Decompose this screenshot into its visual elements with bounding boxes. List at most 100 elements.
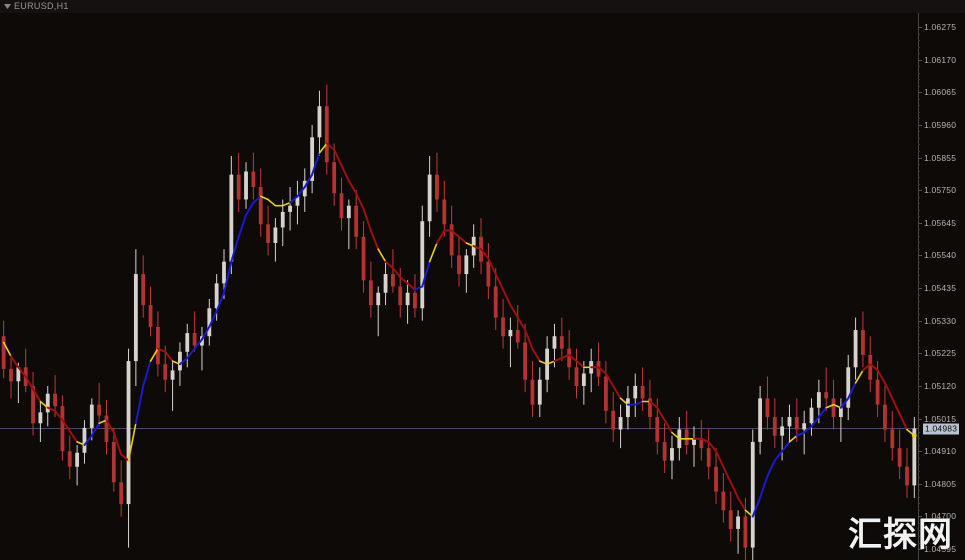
price-tick bbox=[918, 516, 922, 518]
price-tick bbox=[918, 549, 922, 551]
price-minor-tick bbox=[918, 268, 920, 270]
price-tick-label: 1.04700 bbox=[924, 511, 957, 522]
price-minor-tick bbox=[918, 366, 920, 368]
price-minor-tick bbox=[918, 53, 920, 55]
price-minor-tick bbox=[918, 464, 920, 466]
price-minor-tick bbox=[918, 40, 920, 42]
price-minor-tick bbox=[918, 248, 920, 250]
price-minor-tick bbox=[918, 405, 920, 407]
price-minor-tick bbox=[918, 170, 920, 172]
price-tick bbox=[918, 483, 922, 485]
price-tick-label: 1.06170 bbox=[924, 54, 957, 65]
price-tick-label: 1.06275 bbox=[924, 21, 957, 32]
price-minor-tick bbox=[918, 412, 920, 414]
price-minor-tick bbox=[918, 229, 920, 231]
price-minor-tick bbox=[918, 66, 920, 68]
price-minor-tick bbox=[918, 509, 920, 511]
price-minor-tick bbox=[918, 346, 920, 348]
price-tick-label: 1.04595 bbox=[924, 544, 957, 555]
price-minor-tick bbox=[918, 144, 920, 146]
price-minor-tick bbox=[918, 46, 920, 48]
price-minor-tick bbox=[918, 457, 920, 459]
price-tick-label: 1.05120 bbox=[924, 380, 957, 391]
price-minor-tick bbox=[918, 118, 920, 120]
price-tick bbox=[918, 26, 922, 28]
price-tick bbox=[918, 353, 922, 355]
price-tick-label: 1.05225 bbox=[924, 348, 957, 359]
price-minor-tick bbox=[918, 529, 920, 531]
price-minor-tick bbox=[918, 340, 920, 342]
price-tick-label: 1.05330 bbox=[924, 315, 957, 326]
price-tick-label: 1.05855 bbox=[924, 152, 957, 163]
price-scale-axis[interactable]: 1.06275 1.06170 1.06065 1.05960 1.05855 1.057… bbox=[918, 0, 965, 560]
price-tick bbox=[918, 385, 922, 387]
price-minor-tick bbox=[918, 477, 920, 479]
chart-title-bar: EURUSD,H1 bbox=[0, 0, 965, 13]
price-minor-tick bbox=[918, 327, 920, 329]
price-tick-label: 1.04805 bbox=[924, 478, 957, 489]
price-tick-label: 1.05750 bbox=[924, 185, 957, 196]
price-minor-tick bbox=[918, 314, 920, 316]
price-minor-tick bbox=[918, 536, 920, 538]
price-minor-tick bbox=[918, 105, 920, 107]
price-tick-label: 1.05960 bbox=[924, 119, 957, 130]
candlestick-plot-area[interactable] bbox=[0, 13, 918, 560]
price-minor-tick bbox=[918, 294, 920, 296]
price-minor-tick bbox=[918, 242, 920, 244]
price-tick bbox=[918, 190, 922, 192]
price-minor-tick bbox=[918, 164, 920, 166]
price-tick bbox=[918, 451, 922, 453]
price-minor-tick bbox=[918, 85, 920, 87]
price-minor-tick bbox=[918, 111, 920, 113]
price-tick bbox=[918, 255, 922, 257]
price-minor-tick bbox=[918, 79, 920, 81]
chevron-down-icon[interactable] bbox=[2, 0, 13, 13]
price-tick bbox=[918, 418, 922, 420]
price-minor-tick bbox=[918, 470, 920, 472]
current-price-badge: 1.04983 bbox=[923, 423, 960, 435]
price-tick-label: 1.05435 bbox=[924, 283, 957, 294]
price-minor-tick bbox=[918, 359, 920, 361]
price-tick-label: 1.05540 bbox=[924, 250, 957, 261]
price-minor-tick bbox=[918, 203, 920, 205]
axis-divider-line bbox=[918, 0, 919, 560]
price-tick-label: 1.06065 bbox=[924, 87, 957, 98]
price-minor-tick bbox=[918, 183, 920, 185]
price-minor-tick bbox=[918, 33, 920, 35]
chart-canvas bbox=[0, 84, 918, 560]
price-minor-tick bbox=[918, 235, 920, 237]
price-tick-label: 1.05015 bbox=[924, 413, 957, 424]
price-minor-tick bbox=[918, 523, 920, 524]
price-minor-tick bbox=[918, 542, 920, 544]
price-tick-label: 1.05645 bbox=[924, 217, 957, 228]
price-minor-tick bbox=[918, 137, 920, 139]
price-minor-tick bbox=[918, 261, 920, 263]
price-minor-tick bbox=[918, 275, 920, 276]
price-minor-tick bbox=[918, 438, 920, 440]
price-minor-tick bbox=[918, 490, 920, 492]
price-tick bbox=[918, 157, 922, 159]
price-minor-tick bbox=[918, 425, 920, 427]
price-minor-tick bbox=[918, 150, 920, 152]
price-tick bbox=[918, 124, 922, 126]
site-watermark: 汇探网 bbox=[848, 515, 953, 555]
price-tick bbox=[918, 59, 922, 61]
price-minor-tick bbox=[918, 131, 920, 133]
price-minor-tick bbox=[918, 301, 920, 303]
price-minor-tick bbox=[918, 392, 920, 394]
price-minor-tick bbox=[918, 431, 920, 433]
candles-group bbox=[1, 84, 917, 560]
price-minor-tick bbox=[918, 444, 920, 446]
price-minor-tick bbox=[918, 72, 920, 74]
price-minor-tick bbox=[918, 372, 920, 374]
indicator-current-dot bbox=[911, 433, 917, 439]
price-minor-tick bbox=[918, 503, 920, 505]
symbol-timeframe-label: EURUSD,H1 bbox=[14, 1, 69, 11]
price-minor-tick bbox=[918, 196, 920, 198]
trend-indicator-line bbox=[2, 142, 916, 518]
price-minor-tick bbox=[918, 98, 920, 100]
price-minor-tick bbox=[918, 209, 920, 211]
price-tick bbox=[918, 222, 922, 224]
price-minor-tick bbox=[918, 281, 920, 283]
